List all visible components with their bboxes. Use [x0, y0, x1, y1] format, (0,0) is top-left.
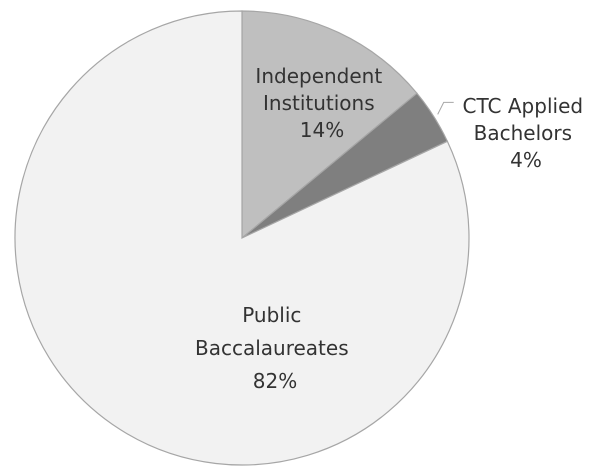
pie-slices: [14, 10, 470, 466]
label-independent-value: 14%: [300, 118, 344, 142]
label-public-line1: Public: [242, 303, 301, 327]
label-ctc-line2: Bachelors: [474, 121, 572, 145]
pie-slice-public-baccalaureates: [14, 10, 470, 466]
slice-labels: Independent Institutions 14% CTC Applied…: [195, 64, 590, 393]
label-public-value: 82%: [253, 369, 297, 393]
label-independent-line2: Institutions: [263, 91, 375, 115]
label-ctc-value: 4%: [510, 148, 542, 172]
label-public-line2: Baccalaureates: [195, 336, 349, 360]
label-ctc-applied-bachelors: CTC Applied Bachelors 4%: [463, 94, 590, 172]
label-public-baccalaureates: Public Baccalaureates 82%: [195, 303, 355, 393]
label-independent-institutions: Independent Institutions 14%: [255, 64, 388, 142]
pie-slice-independent-institutions: [241, 10, 418, 240]
label-independent-line1: Independent: [255, 64, 382, 88]
label-ctc-line1: CTC Applied: [463, 94, 584, 118]
leader-line-ctc-applied-bachelors: [437, 101, 454, 115]
leader-lines: [437, 101, 454, 115]
